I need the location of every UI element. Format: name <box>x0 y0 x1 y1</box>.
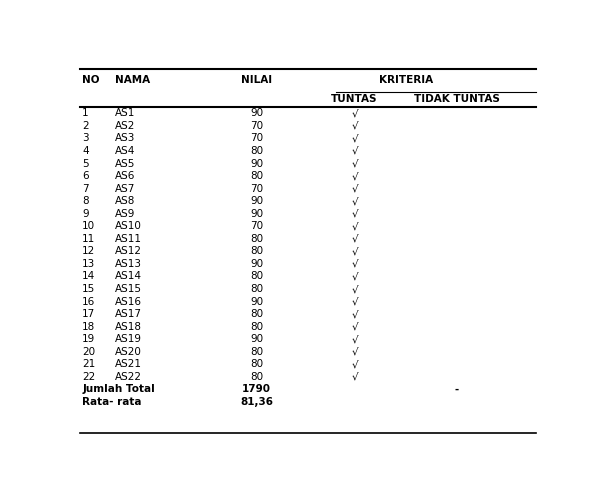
Text: 90: 90 <box>250 259 263 269</box>
Text: AS7: AS7 <box>115 184 135 194</box>
Text: 8: 8 <box>82 196 89 206</box>
Text: AS16: AS16 <box>115 296 142 307</box>
Text: √: √ <box>351 284 358 294</box>
Text: √: √ <box>351 334 358 344</box>
Text: √: √ <box>351 234 358 244</box>
Text: 12: 12 <box>82 247 96 256</box>
Text: 14: 14 <box>82 272 96 282</box>
Text: √: √ <box>351 121 358 131</box>
Text: 16: 16 <box>82 296 96 307</box>
Text: 13: 13 <box>82 259 96 269</box>
Text: 90: 90 <box>250 108 263 118</box>
Text: 80: 80 <box>250 284 263 294</box>
Text: 20: 20 <box>82 347 95 357</box>
Text: 17: 17 <box>82 309 96 319</box>
Text: 1: 1 <box>82 108 89 118</box>
Text: 80: 80 <box>250 347 263 357</box>
Text: √: √ <box>351 184 358 194</box>
Text: 90: 90 <box>250 208 263 219</box>
Text: 80: 80 <box>250 372 263 382</box>
Text: NO: NO <box>82 75 100 85</box>
Text: AS19: AS19 <box>115 334 142 344</box>
Text: √: √ <box>351 309 358 319</box>
Text: 90: 90 <box>250 334 263 344</box>
Text: √: √ <box>351 347 358 357</box>
Text: √: √ <box>351 259 358 269</box>
Text: 80: 80 <box>250 359 263 370</box>
Text: AS1: AS1 <box>115 108 135 118</box>
Text: 70: 70 <box>250 133 263 143</box>
Text: 5: 5 <box>82 159 89 168</box>
Text: √: √ <box>351 108 358 118</box>
Text: KRITERIA: KRITERIA <box>379 75 433 85</box>
Text: 1790: 1790 <box>242 384 271 394</box>
Text: 80: 80 <box>250 322 263 331</box>
Text: AS2: AS2 <box>115 121 135 131</box>
Text: AS12: AS12 <box>115 247 142 256</box>
Text: AS8: AS8 <box>115 196 135 206</box>
Text: 19: 19 <box>82 334 96 344</box>
Text: √: √ <box>351 296 358 307</box>
Text: AS22: AS22 <box>115 372 142 382</box>
Text: TUNTAS: TUNTAS <box>331 94 378 104</box>
Text: 3: 3 <box>82 133 89 143</box>
Text: 9: 9 <box>82 208 89 219</box>
Text: 80: 80 <box>250 309 263 319</box>
Text: 10: 10 <box>82 221 95 231</box>
Text: AS6: AS6 <box>115 171 135 181</box>
Text: √: √ <box>351 322 358 331</box>
Text: AS14: AS14 <box>115 272 142 282</box>
Text: √: √ <box>351 196 358 206</box>
Text: √: √ <box>351 133 358 143</box>
Text: NAMA: NAMA <box>115 75 150 85</box>
Text: AS3: AS3 <box>115 133 135 143</box>
Text: 70: 70 <box>250 221 263 231</box>
Text: -: - <box>455 384 459 394</box>
Text: 80: 80 <box>250 146 263 156</box>
Text: 4: 4 <box>82 146 89 156</box>
Text: √: √ <box>351 221 358 231</box>
Text: 80: 80 <box>250 171 263 181</box>
Text: Jumlah Total: Jumlah Total <box>82 384 155 394</box>
Text: AS5: AS5 <box>115 159 135 168</box>
Text: √: √ <box>351 208 358 219</box>
Text: 70: 70 <box>250 121 263 131</box>
Text: √: √ <box>351 372 358 382</box>
Text: Rata- rata: Rata- rata <box>82 397 142 407</box>
Text: 70: 70 <box>250 184 263 194</box>
Text: 81,36: 81,36 <box>240 397 273 407</box>
Text: 80: 80 <box>250 234 263 244</box>
Text: 11: 11 <box>82 234 96 244</box>
Text: AS9: AS9 <box>115 208 135 219</box>
Text: AS10: AS10 <box>115 221 142 231</box>
Text: 18: 18 <box>82 322 96 331</box>
Text: 7: 7 <box>82 184 89 194</box>
Text: AS18: AS18 <box>115 322 142 331</box>
Text: 15: 15 <box>82 284 96 294</box>
Text: 22: 22 <box>82 372 96 382</box>
Text: √: √ <box>351 146 358 156</box>
Text: √: √ <box>351 159 358 168</box>
Text: 80: 80 <box>250 272 263 282</box>
Text: AS20: AS20 <box>115 347 142 357</box>
Text: 6: 6 <box>82 171 89 181</box>
Text: √: √ <box>351 171 358 181</box>
Text: 21: 21 <box>82 359 96 370</box>
Text: 90: 90 <box>250 196 263 206</box>
Text: 80: 80 <box>250 247 263 256</box>
Text: TIDAK TUNTAS: TIDAK TUNTAS <box>414 94 500 104</box>
Text: AS17: AS17 <box>115 309 142 319</box>
Text: AS11: AS11 <box>115 234 142 244</box>
Text: 90: 90 <box>250 159 263 168</box>
Text: 90: 90 <box>250 296 263 307</box>
Text: 2: 2 <box>82 121 89 131</box>
Text: NILAI: NILAI <box>241 75 272 85</box>
Text: AS15: AS15 <box>115 284 142 294</box>
Text: √: √ <box>351 359 358 370</box>
Text: √: √ <box>351 247 358 256</box>
Text: √: √ <box>351 272 358 282</box>
Text: AS13: AS13 <box>115 259 142 269</box>
Text: AS4: AS4 <box>115 146 135 156</box>
Text: AS21: AS21 <box>115 359 142 370</box>
